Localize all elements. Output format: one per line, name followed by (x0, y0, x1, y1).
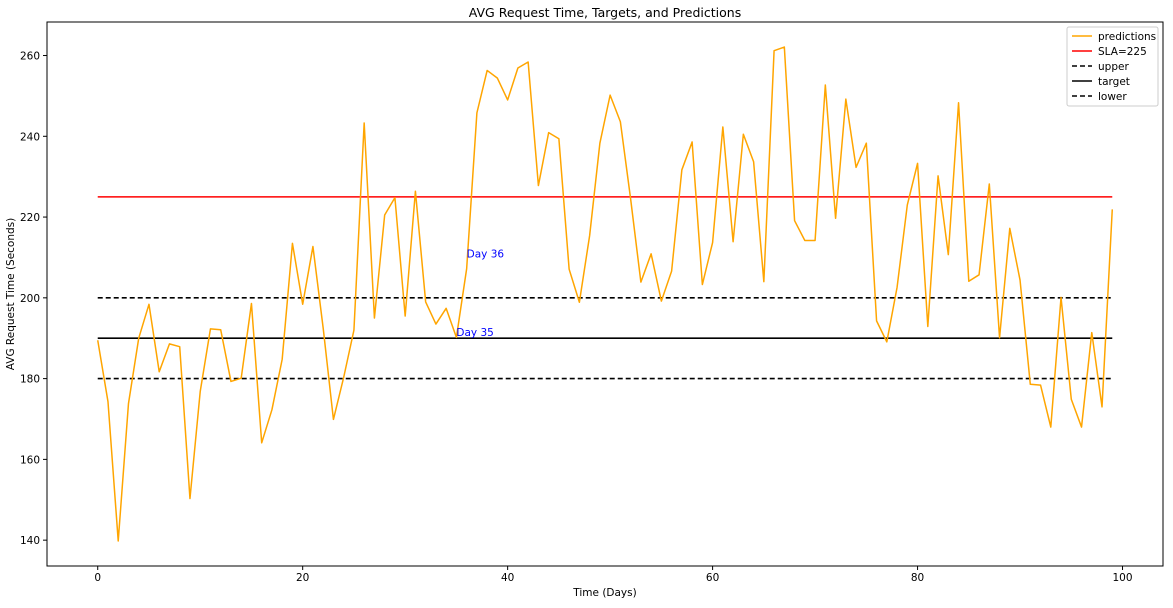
y-tick-label: 240 (20, 131, 40, 143)
x-tick-label: 40 (501, 572, 514, 584)
annotation-label: Day 35 (456, 327, 493, 339)
legend-label: predictions (1098, 31, 1156, 43)
plot-frame (46, 21, 1164, 567)
legend-label: lower (1098, 91, 1127, 103)
plot-series (96, 46, 1114, 542)
annotation-label: Day 36 (467, 248, 505, 260)
x-tick-label: 100 (1112, 572, 1132, 584)
y-tick-label: 200 (20, 293, 40, 305)
series-line-predictions (96, 46, 1114, 542)
y-tick-label: 180 (20, 374, 40, 386)
annotations: Day 36 Day 35 (456, 248, 504, 339)
legend-label: SLA=225 (1098, 46, 1147, 58)
y-axis: 140 160 180 200 220 240 260 (20, 51, 47, 547)
y-axis-label: AVG Request Time (Seconds) (5, 218, 17, 371)
x-axis-label: Time (Days) (572, 587, 636, 599)
x-axis: 0 20 40 60 80 100 (94, 566, 1133, 584)
y-tick-label: 220 (20, 212, 40, 224)
y-tick-label: 140 (20, 535, 40, 547)
legend-label: target (1098, 76, 1130, 88)
chart-title: AVG Request Time, Targets, and Predictio… (469, 5, 741, 20)
y-tick-label: 260 (20, 51, 40, 63)
legend-box (1066, 26, 1159, 107)
y-tick-label: 160 (20, 454, 40, 466)
legend: predictions SLA=225 upper target lower (1066, 26, 1159, 107)
x-tick-label: 0 (94, 572, 101, 584)
x-tick-label: 20 (296, 572, 309, 584)
x-tick-label: 80 (911, 572, 924, 584)
legend-label: upper (1098, 61, 1129, 73)
x-tick-label: 60 (706, 572, 719, 584)
